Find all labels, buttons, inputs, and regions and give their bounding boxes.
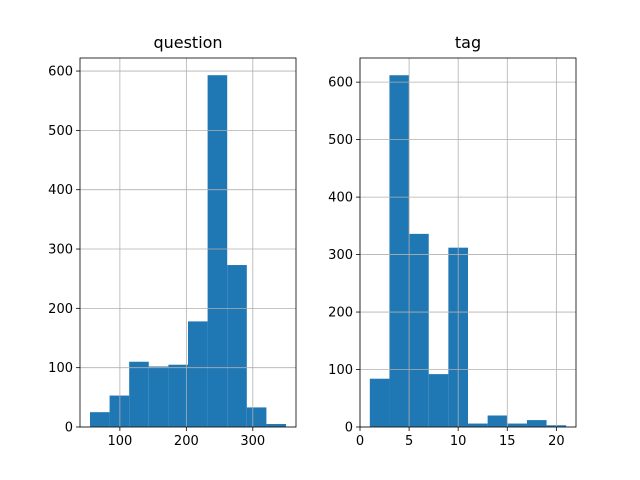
y-tick-label: 200 — [48, 302, 73, 317]
histogram-bar — [246, 407, 267, 427]
histogram-bar — [468, 423, 488, 427]
plot-area-question: 100 200 300 0 100 200 300 400 500 600 — [48, 57, 297, 449]
histogram-bar — [526, 420, 547, 427]
y-tick-label: 500 — [328, 133, 353, 148]
y-tick-label: 100 — [48, 361, 73, 376]
axes-frame — [79, 57, 297, 428]
y-tick-label: 600 — [328, 76, 353, 91]
y-tick-label: 100 — [328, 363, 353, 378]
x-tick-label: 100 — [107, 434, 132, 449]
histogram-bar — [266, 424, 287, 427]
histogram-bar — [389, 75, 410, 428]
x-tick-label: 200 — [174, 434, 199, 449]
histogram-bar — [109, 395, 130, 427]
y-tick-label: 500 — [48, 124, 73, 139]
histogram-bar — [129, 361, 149, 427]
y-tick-label: 300 — [48, 243, 73, 258]
y-tick-label: 200 — [328, 306, 353, 321]
y-tick-label: 0 — [345, 421, 353, 436]
x-tick-label: 0 — [356, 434, 364, 449]
subplot-title-tag: tag — [455, 33, 481, 52]
y-tick-label: 300 — [328, 248, 353, 263]
axes-frame — [359, 57, 577, 428]
y-tick-label: 400 — [328, 191, 353, 206]
histogram-bar — [428, 374, 449, 427]
histogram-bar — [188, 321, 208, 427]
histogram-bar — [409, 233, 429, 427]
histogram-bar — [507, 423, 527, 427]
y-tick-label: 600 — [48, 65, 73, 80]
y-tick-label: 0 — [65, 421, 73, 436]
x-tick-label: 5 — [405, 434, 413, 449]
histogram-bar — [89, 412, 110, 427]
x-tick-label: 15 — [499, 434, 516, 449]
histogram-bar — [168, 364, 188, 427]
subplot-title-question: question — [153, 33, 222, 52]
x-tick-label: 300 — [240, 434, 265, 449]
subplot-question: question 100 200 300 0 100 200 300 400 500 600 — [48, 33, 297, 449]
histogram-bar — [487, 415, 508, 427]
histogram-bar — [148, 366, 169, 427]
x-tick-label: 10 — [450, 434, 467, 449]
y-tick-label: 400 — [48, 183, 73, 198]
x-tick-label: 20 — [548, 434, 565, 449]
histogram-bar — [227, 265, 247, 427]
histogram-bar — [207, 75, 228, 428]
histogram-bar — [369, 378, 390, 427]
